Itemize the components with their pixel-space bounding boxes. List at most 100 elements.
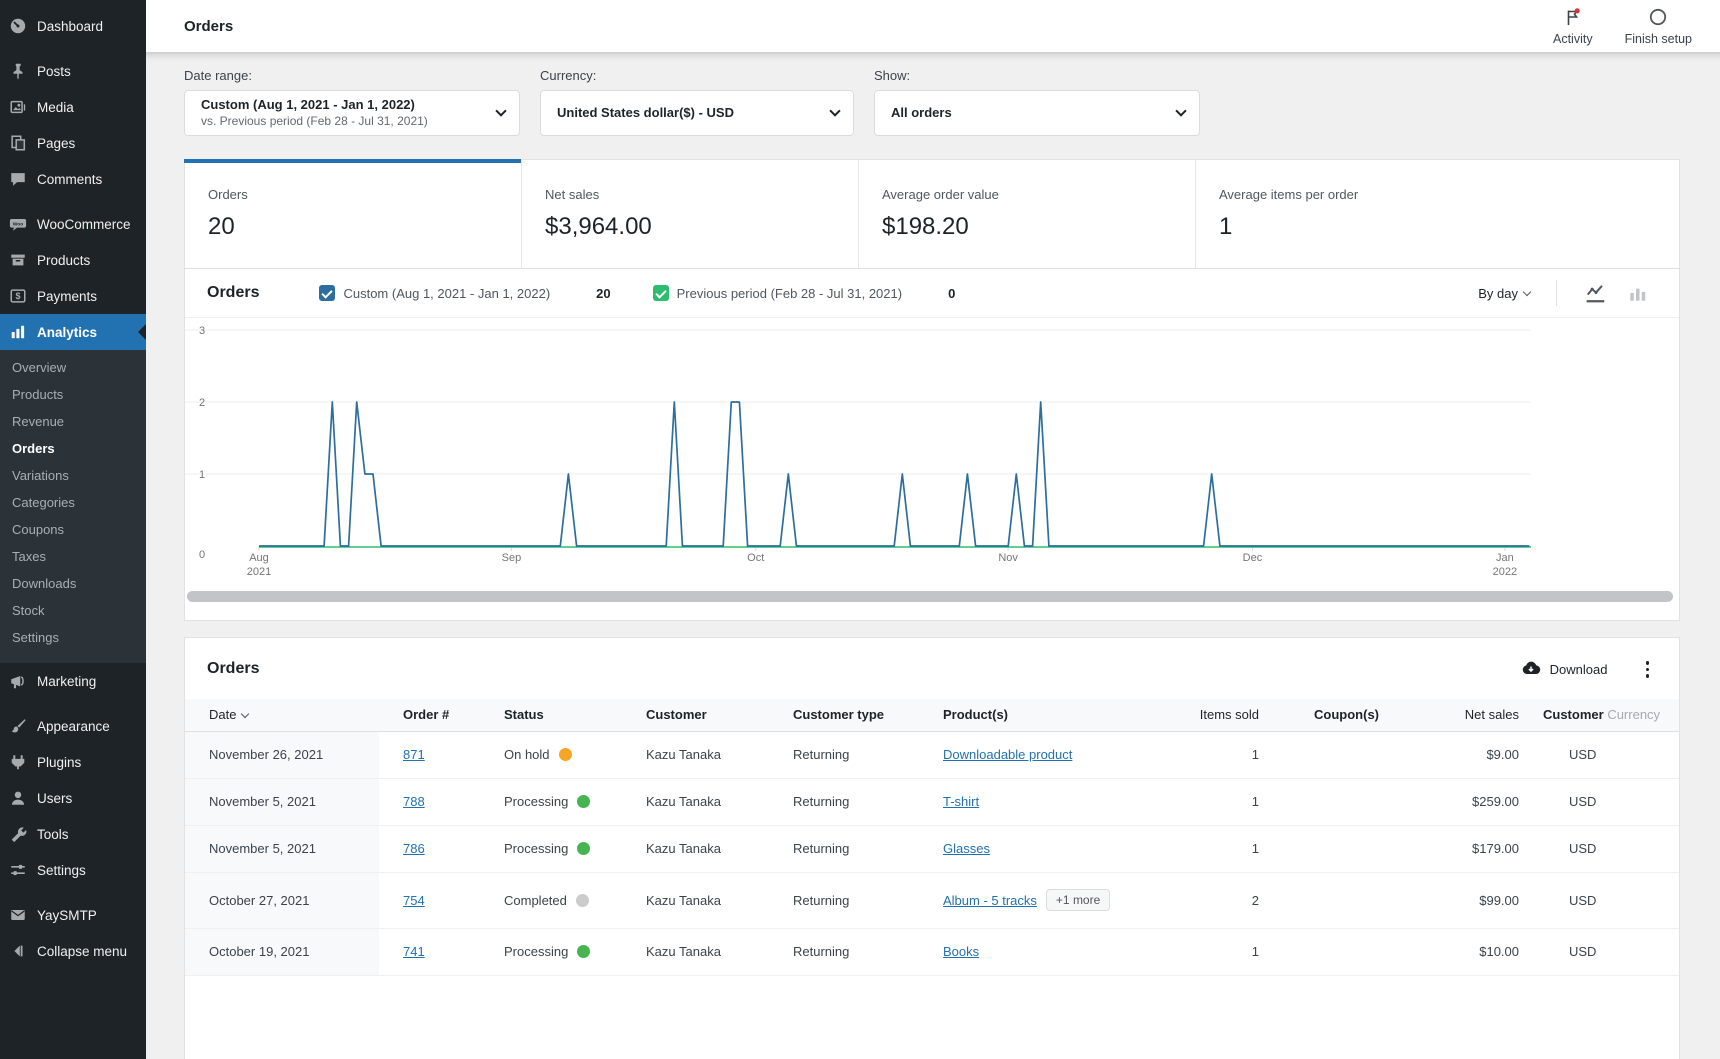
order-number-link[interactable]: 741 [403, 944, 425, 959]
product-link[interactable]: Glasses [943, 841, 990, 856]
summary-tile-net-sales[interactable]: Net sales $3,964.00 [522, 160, 859, 268]
order-date-cell: November 5, 2021 [185, 825, 379, 872]
column-header-status: Status [480, 699, 622, 731]
status-label: Processing [504, 794, 569, 809]
kebab-menu-button[interactable] [1642, 657, 1654, 682]
product-link[interactable]: Album - 5 tracks [943, 892, 1037, 908]
sidebar-item-dashboard[interactable]: Dashboard [0, 8, 146, 44]
column-label: Customer Currency [1543, 707, 1661, 722]
order-status-cell: Processing [480, 779, 622, 825]
order-date-cell: November 26, 2021 [185, 731, 379, 778]
show-select[interactable]: All orders [874, 90, 1200, 136]
sidebar-item-plugins[interactable]: Plugins [0, 744, 146, 780]
orders-chart-section: Orders Custom (Aug 1, 2021 - Jan 1, 2022… [184, 268, 1680, 621]
column-label: Date [209, 707, 237, 722]
table-header-bar: Orders Download [185, 638, 1679, 699]
sidebar-item-settings[interactable]: Settings [0, 852, 146, 888]
sidebar-subitem-products[interactable]: Products [12, 387, 64, 402]
table-row: November 26, 2021 871 On hold Kazu Tanaka Re… [185, 731, 1679, 779]
svg-text:Woo: Woo [13, 221, 23, 227]
sidebar-subitem-stock[interactable]: Stock [12, 603, 45, 618]
product-link[interactable]: Downloadable product [943, 747, 1073, 762]
sidebar-item-posts[interactable]: Posts [0, 53, 146, 89]
sidebar-item-media[interactable]: Media [0, 89, 146, 125]
order-status-cell: Completed [480, 873, 622, 928]
legend-current-period[interactable]: Custom (Aug 1, 2021 - Jan 1, 2022) [319, 285, 550, 301]
analytics-submenu: Overview Products Revenue Orders Variations C… [0, 350, 146, 663]
items-sold-cell: 1 [1251, 794, 1259, 809]
status-label: Completed [504, 892, 567, 908]
column-header-items-sold[interactable]: Items sold [1149, 699, 1259, 731]
svg-text:3: 3 [199, 325, 205, 337]
status-label: Processing [504, 944, 569, 959]
collapse-menu-button[interactable]: Collapse menu [0, 933, 146, 969]
sidebar-subitem-revenue[interactable]: Revenue [12, 414, 65, 429]
svg-text:$: $ [15, 291, 20, 301]
sidebar-subitem-categories[interactable]: Categories [12, 495, 75, 510]
summary-tile-orders[interactable]: Orders 20 [184, 159, 522, 268]
summary-tiles: Orders 20 Net sales $3,964.00 Average or… [184, 159, 1680, 268]
currency-select[interactable]: United States dollar($) - USD [540, 90, 854, 136]
chevron-down-icon [1175, 105, 1187, 117]
sidebar-item-yaysmtp[interactable]: YaySMTP [0, 897, 146, 933]
sidebar-item-users[interactable]: Users [0, 780, 146, 816]
column-label: Net sales [1464, 707, 1519, 722]
summary-tile-average-items-per-order[interactable]: Average items per order 1 [1219, 187, 1359, 240]
status-label: On hold [504, 747, 550, 762]
legend-previous-period[interactable]: Previous period (Feb 28 - Jul 31, 2021) [652, 285, 902, 301]
sidebar-item-appearance[interactable]: Appearance [0, 708, 146, 744]
column-header-coupon-s-[interactable]: Coupon(s) [1259, 699, 1379, 731]
sidebar-item-woocommerce[interactable]: Woo WooCommerce [0, 206, 146, 242]
main-content: Orders Activity Finish setup Date range:… [146, 0, 1720, 1059]
orders-table-section: Orders Download Date Order # Status Custome… [184, 637, 1680, 1059]
bar-chart-toggle-button[interactable] [1617, 278, 1659, 308]
sidebar-item-tools[interactable]: Tools [0, 816, 146, 852]
download-button[interactable]: Download [1521, 658, 1608, 681]
order-number-link[interactable]: 754 [403, 892, 425, 908]
order-number-link[interactable]: 871 [403, 747, 425, 762]
sidebar-subitem-coupons[interactable]: Coupons [12, 522, 65, 537]
items-sold-cell: 1 [1251, 944, 1259, 959]
svg-text:Dec: Dec [1243, 552, 1263, 564]
more-products-chip[interactable]: +1 more [1045, 889, 1111, 911]
finish-setup-button[interactable]: Finish setup [1609, 1, 1708, 52]
items-sold-cell: 1 [1251, 747, 1259, 762]
interval-select[interactable]: By day [1478, 286, 1532, 301]
sidebar-item-comments[interactable]: Comments [0, 161, 146, 197]
chart-horizontal-scrollbar[interactable] [187, 591, 1673, 602]
activity-button[interactable]: Activity [1537, 1, 1609, 52]
sidebar-item-analytics[interactable]: Analytics [0, 314, 146, 350]
customer-cell: Kazu Tanaka [646, 794, 721, 809]
coupons-cell [1259, 779, 1379, 825]
sidebar-subitem-orders[interactable]: Orders [12, 441, 55, 456]
sidebar-item-marketing[interactable]: Marketing [0, 663, 146, 699]
product-link[interactable]: T-shirt [943, 794, 980, 809]
sidebar-item-pages[interactable]: Pages [0, 125, 146, 161]
sidebar-subitem-overview[interactable]: Overview [12, 360, 67, 375]
sidebar-subitem-variations[interactable]: Variations [12, 468, 69, 483]
column-header-net-sales[interactable]: Net sales [1379, 699, 1519, 731]
coupons-cell [1259, 732, 1379, 778]
orders-line-chart: 1 2 3 0 Aug 2021 Sep Oct Nov Dec Jan 2022 [185, 325, 1531, 578]
sidebar-subitem-settings[interactable]: Settings [12, 630, 59, 645]
sidebar-item-payments[interactable]: $ Payments [0, 278, 146, 314]
column-header-date[interactable]: Date [185, 698, 379, 731]
sidebar-subitem-downloads[interactable]: Downloads [12, 576, 77, 591]
sidebar-item-products[interactable]: Products [0, 242, 146, 278]
date-range-select[interactable]: Custom (Aug 1, 2021 - Jan 1, 2022) vs. P… [184, 90, 520, 136]
page-header: Orders Activity Finish setup [146, 0, 1720, 52]
order-number-link[interactable]: 786 [403, 841, 425, 856]
customer-currency-cell: USD [1569, 944, 1597, 959]
customer-currency-cell: USD [1569, 841, 1597, 856]
summary-tile-average-order-value[interactable]: Average order value $198.20 [859, 160, 1196, 268]
column-header-order-: Order # [379, 699, 480, 731]
order-number-link[interactable]: 788 [403, 794, 425, 809]
table-title: Orders [207, 660, 260, 678]
customer-cell: Kazu Tanaka [646, 747, 721, 762]
product-link[interactable]: Books [943, 944, 980, 959]
plug-icon [8, 752, 28, 772]
comment-icon [8, 169, 28, 189]
sidebar-subitem-taxes[interactable]: Taxes [12, 549, 46, 564]
line-chart-toggle-button[interactable] [1575, 278, 1617, 308]
net-sales-cell: $9.00 [1486, 747, 1519, 762]
